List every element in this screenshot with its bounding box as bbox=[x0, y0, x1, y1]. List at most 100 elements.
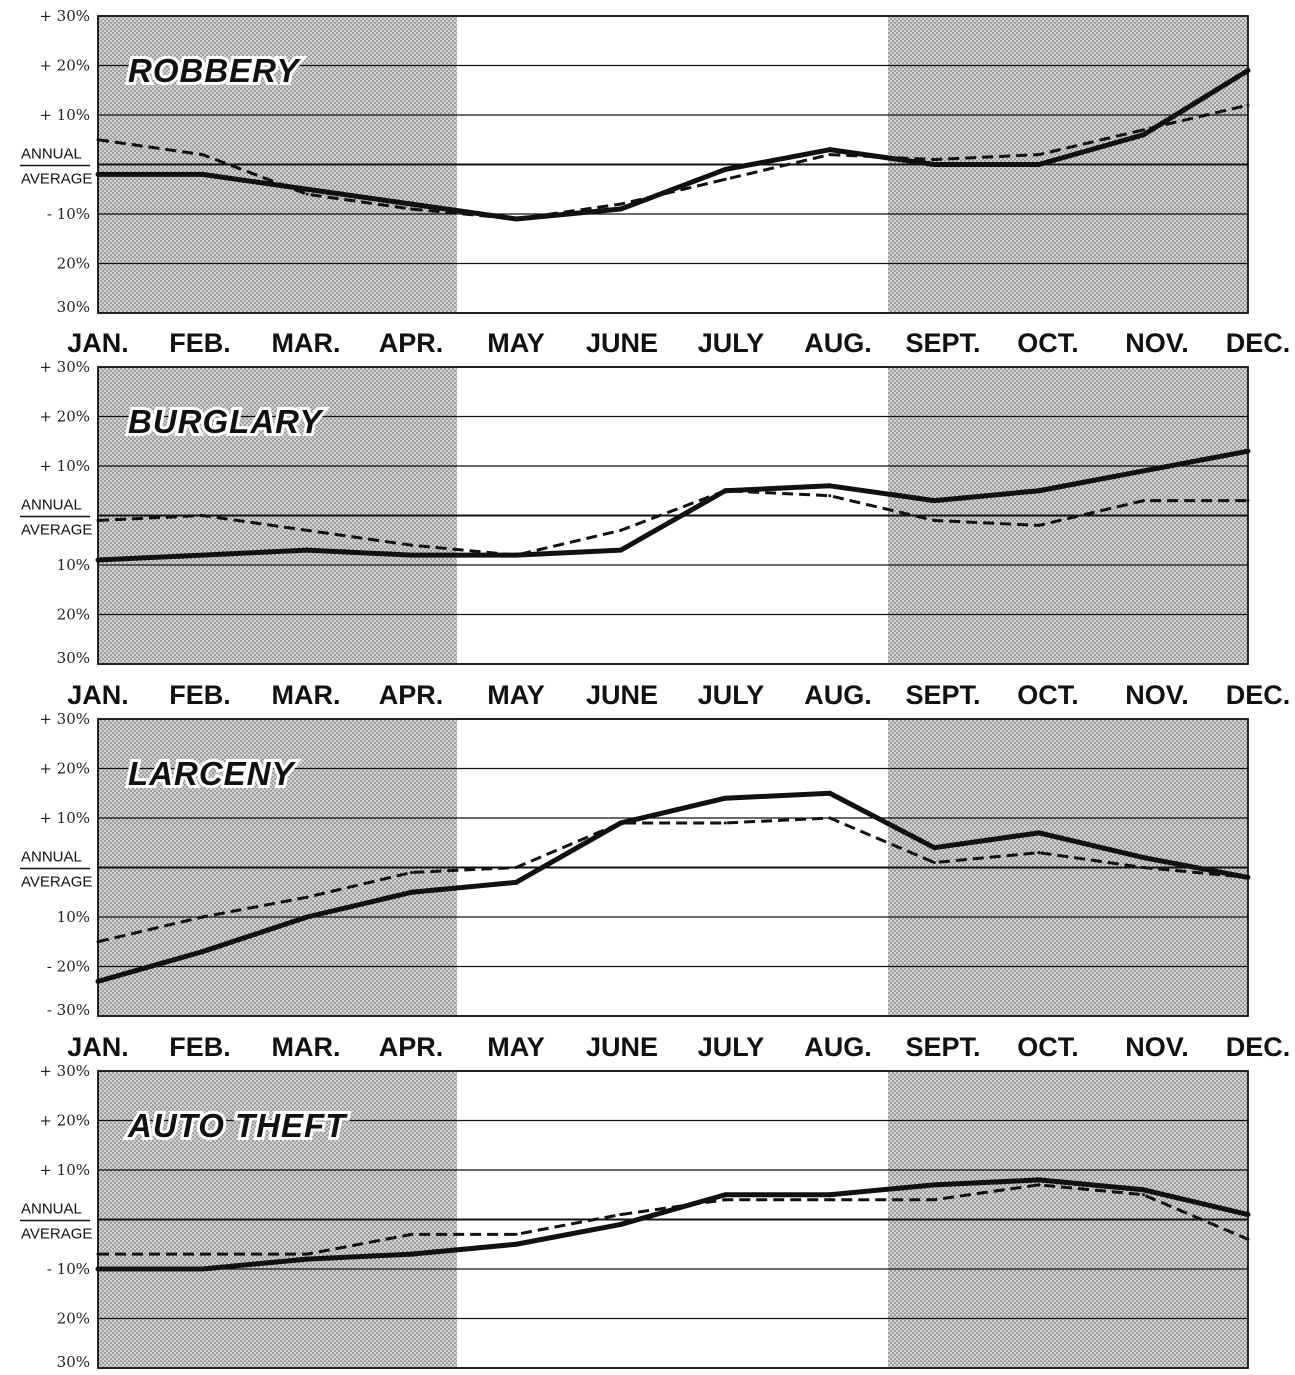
data-point bbox=[1246, 499, 1250, 503]
data-point bbox=[410, 1232, 414, 1236]
data-point bbox=[932, 158, 936, 162]
y-tick-label: - 10% bbox=[47, 205, 90, 223]
data-point bbox=[514, 1232, 518, 1236]
data-point bbox=[201, 1252, 205, 1256]
x-tick-label: FEB. bbox=[169, 680, 231, 710]
data-point bbox=[1140, 468, 1146, 474]
data-point bbox=[619, 202, 623, 206]
x-tick-label: FEB. bbox=[169, 328, 231, 358]
data-point bbox=[931, 162, 937, 167]
series-line-dashed bbox=[97, 103, 1249, 221]
data-point bbox=[1246, 875, 1250, 879]
data-point bbox=[619, 528, 623, 532]
data-point bbox=[304, 186, 310, 192]
data-point bbox=[827, 147, 833, 153]
x-tick-label: SEPT. bbox=[905, 1032, 980, 1062]
data-point bbox=[201, 514, 205, 517]
chart-title: BURGLARY bbox=[128, 403, 324, 440]
data-point bbox=[723, 1198, 727, 1202]
data-point bbox=[1036, 488, 1042, 494]
series-line-solid bbox=[98, 68, 1250, 222]
y-tick-label: 20% bbox=[57, 255, 90, 273]
average-label: AVERAGE bbox=[21, 874, 92, 891]
data-point bbox=[304, 1256, 310, 1262]
chart-title: ROBBERY bbox=[128, 52, 301, 89]
data-point bbox=[1036, 830, 1042, 836]
series-line-dashed bbox=[97, 816, 1249, 944]
x-tick-label: JAN. bbox=[67, 1032, 129, 1062]
x-tick-label: FEB. bbox=[169, 1032, 231, 1062]
y-tick-label: - 10% bbox=[47, 1260, 90, 1278]
data-point bbox=[932, 518, 936, 522]
average-label: AVERAGE bbox=[21, 1226, 92, 1243]
series-line-solid bbox=[97, 790, 1249, 984]
x-tick-label: MAY bbox=[487, 680, 545, 710]
data-point bbox=[200, 1266, 206, 1272]
x-tick-label: NOV. bbox=[1125, 1032, 1189, 1062]
data-point bbox=[410, 543, 414, 547]
series-line-solid bbox=[97, 448, 1249, 563]
x-tick-label: JULY bbox=[698, 680, 765, 710]
y-tick-label: + 20% bbox=[39, 408, 90, 426]
y-tick-label: 30% bbox=[57, 1353, 90, 1371]
x-tick-label: DEC. bbox=[1226, 680, 1291, 710]
x-tick-label: MAY bbox=[487, 328, 545, 358]
annual-label: ANNUAL bbox=[21, 1201, 82, 1218]
data-point bbox=[1037, 523, 1041, 527]
y-tick-label: 10% bbox=[57, 556, 90, 574]
data-point bbox=[827, 790, 833, 796]
data-point bbox=[410, 870, 414, 874]
data-point bbox=[409, 552, 415, 558]
average-label: AVERAGE bbox=[21, 171, 92, 188]
data-point bbox=[931, 1182, 937, 1188]
y-tick-label: 20% bbox=[57, 606, 90, 624]
x-tick-label: AUG. bbox=[804, 680, 872, 710]
data-point bbox=[409, 889, 415, 895]
data-point bbox=[1140, 1187, 1146, 1193]
data-point bbox=[722, 1192, 728, 1198]
plot-frame bbox=[97, 366, 1249, 665]
x-tick-label: JULY bbox=[698, 328, 765, 358]
data-point bbox=[305, 895, 309, 899]
data-point bbox=[1245, 448, 1251, 454]
x-tick-label: SEPT. bbox=[905, 680, 980, 710]
data-point bbox=[827, 1192, 833, 1198]
series-line-solid bbox=[98, 1177, 1249, 1272]
data-point bbox=[95, 171, 101, 177]
data-point bbox=[1141, 499, 1145, 503]
y-tick-label: - 20% bbox=[47, 958, 90, 976]
x-tick-label: OCT. bbox=[1017, 328, 1079, 358]
data-point bbox=[1246, 1237, 1250, 1241]
x-tick-label: JUNE bbox=[586, 328, 658, 358]
y-tick-label: - 30% bbox=[47, 1001, 90, 1019]
plot-frame bbox=[97, 1070, 1249, 1369]
y-tick-label: + 20% bbox=[39, 1112, 90, 1130]
data-point bbox=[723, 821, 727, 825]
data-point bbox=[1141, 128, 1145, 132]
data-point bbox=[722, 795, 728, 801]
data-point bbox=[828, 816, 832, 820]
x-tick-label: NOV. bbox=[1125, 680, 1189, 710]
x-tick-label: JAN. bbox=[67, 680, 129, 710]
x-tick-label: SEPT. bbox=[905, 328, 980, 358]
data-point bbox=[514, 217, 518, 221]
x-tick-label: MAR. bbox=[272, 328, 341, 358]
data-point bbox=[1245, 1212, 1251, 1218]
annual-label: ANNUAL bbox=[21, 497, 82, 514]
plot-frame bbox=[97, 15, 1249, 314]
data-point bbox=[95, 1266, 101, 1272]
chart-title: AUTO THEFT bbox=[127, 1107, 348, 1144]
data-point bbox=[409, 201, 415, 207]
data-point bbox=[1141, 1193, 1145, 1197]
x-tick-label: OCT. bbox=[1017, 680, 1079, 710]
data-point bbox=[1037, 153, 1041, 157]
x-tick-label: JUNE bbox=[586, 1032, 658, 1062]
x-tick-label: MAR. bbox=[272, 680, 341, 710]
y-tick-label: + 20% bbox=[39, 57, 90, 75]
x-tick-label: OCT. bbox=[1017, 1032, 1079, 1062]
data-point bbox=[304, 547, 310, 553]
data-point bbox=[201, 153, 205, 157]
y-tick-label: + 30% bbox=[39, 358, 90, 376]
y-tick-label: + 10% bbox=[39, 457, 90, 475]
y-tick-label: 30% bbox=[57, 649, 90, 667]
